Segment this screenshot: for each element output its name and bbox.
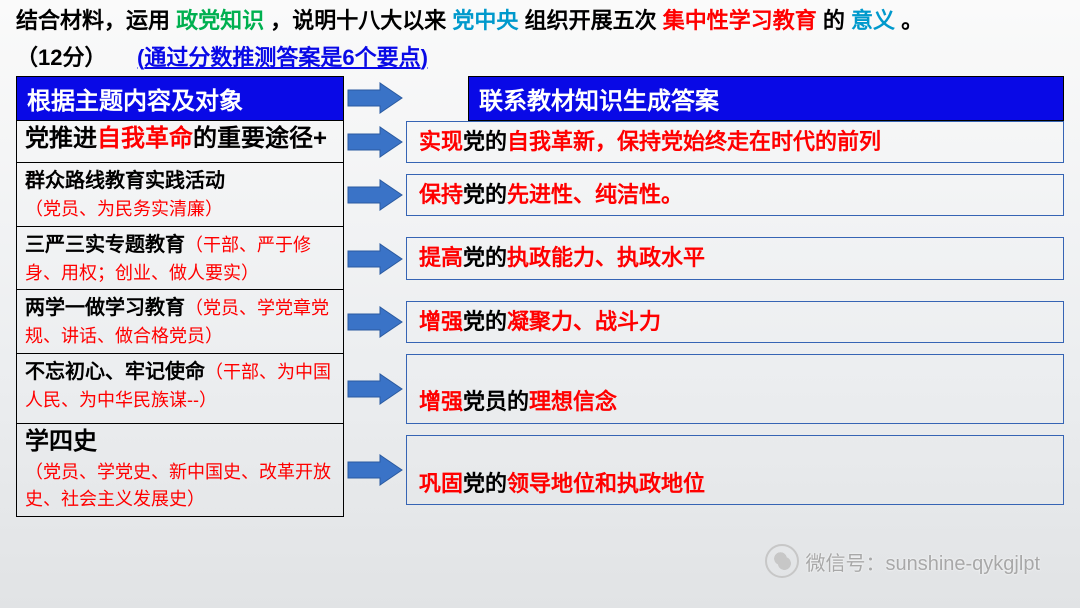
arrow-icon <box>346 453 404 487</box>
mapping-grid: 根据主题内容及对象 联系教材知识生成答案 党推进自我革命的重要途径+ 实现党的自… <box>16 76 1064 517</box>
score-label: （12分） <box>16 45 106 70</box>
map-row: 群众路线教育实践活动（党员、为民务实清廉） 保持党的先进性、纯洁性。 <box>16 163 1064 227</box>
right-col: 增强党的凝聚力、战斗力 <box>406 290 1064 354</box>
kw-meaning: 意义 <box>851 8 895 33</box>
right-box: 提高党的执政能力、执政水平 <box>406 237 1064 280</box>
t: 组织开展五次 <box>525 8 657 33</box>
question-prompt: 结合材料，运用 政党知识 ，说明十八大以来 党中央 组织开展五次 集中性学习教育… <box>16 6 1064 36</box>
right-col: 巩固党的领导地位和执政地位 <box>406 424 1064 517</box>
watermark-label: 微信号：sunshine-qykgjlpt <box>805 547 1040 576</box>
t: 。 <box>901 8 923 33</box>
right-col: 保持党的先进性、纯洁性。 <box>406 163 1064 227</box>
arrow-icon <box>346 305 404 339</box>
t: 的 <box>823 8 845 33</box>
header-right: 联系教材知识生成答案 <box>468 76 1064 121</box>
arrow-icon <box>346 178 404 212</box>
t: 结合材料，运用 <box>16 8 170 33</box>
left-box: 党推进自我革命的重要途径+ <box>16 121 344 164</box>
watermark: 微信号：sunshine-qykgjlpt <box>765 544 1040 578</box>
wechat-icon <box>765 544 799 578</box>
left-box: 三严三实专题教育（干部、严于修身、用权；创业、做人要实） <box>16 227 344 291</box>
arrow-col <box>344 227 406 291</box>
arrow-icon <box>346 372 404 406</box>
slide-root: 结合材料，运用 政党知识 ，说明十八大以来 党中央 组织开展五次 集中性学习教育… <box>0 0 1080 527</box>
arrow-col <box>344 290 406 354</box>
kw-central: 党中央 <box>452 8 518 33</box>
left-box: 两学一做学习教育（党员、学党章党规、讲话、做合格党员） <box>16 290 344 354</box>
header-left: 根据主题内容及对象 <box>16 76 344 121</box>
score-hint: 通过分数推测答案是6个要点 <box>144 45 420 70</box>
arrow-col <box>344 121 406 164</box>
arrow-icon <box>346 242 404 276</box>
arrow-icon <box>346 125 404 159</box>
arrow-col <box>344 424 406 517</box>
map-row: 学四史（党员、学党史、新中国史、改革开放史、社会主义发展史） 巩固党的领导地位和… <box>16 424 1064 517</box>
t: ) <box>421 45 428 70</box>
map-row: 党推进自我革命的重要途径+ 实现党的自我革新，保持党始终走在时代的前列 <box>16 121 1064 164</box>
t: ，说明十八大以来 <box>270 8 446 33</box>
right-box: 巩固党的领导地位和执政地位 <box>406 435 1064 505</box>
right-box: 增强党的凝聚力、战斗力 <box>406 301 1064 344</box>
arrow-col <box>344 354 406 424</box>
right-box: 增强党员的理想信念 <box>406 354 1064 424</box>
right-col: 增强党员的理想信念 <box>406 354 1064 424</box>
right-col: 实现党的自我革新，保持党始终走在时代的前列 <box>406 121 1064 164</box>
kw-study: 集中性学习教育 <box>663 8 817 33</box>
header-arrow <box>344 76 406 121</box>
left-box: 学四史（党员、学党史、新中国史、改革开放史、社会主义发展史） <box>16 424 344 517</box>
right-col: 提高党的执政能力、执政水平 <box>406 227 1064 291</box>
map-row: 不忘初心、牢记使命（干部、为中国人民、为中华民族谋--） 增强党员的理想信念 <box>16 354 1064 424</box>
left-box: 群众路线教育实践活动（党员、为民务实清廉） <box>16 163 344 227</box>
header-row: 根据主题内容及对象 联系教材知识生成答案 <box>16 76 1064 121</box>
kw-party-knowledge: 政党知识 <box>176 8 264 33</box>
map-row: 三严三实专题教育（干部、严于修身、用权；创业、做人要实） 提高党的执政能力、执政… <box>16 227 1064 291</box>
right-box: 保持党的先进性、纯洁性。 <box>406 174 1064 217</box>
arrow-icon <box>346 81 404 115</box>
score-line: （12分） (通过分数推测答案是6个要点) <box>16 40 1064 72</box>
arrow-col <box>344 163 406 227</box>
right-box: 实现党的自我革新，保持党始终走在时代的前列 <box>406 121 1064 164</box>
left-box: 不忘初心、牢记使命（干部、为中国人民、为中华民族谋--） <box>16 354 344 424</box>
map-row: 两学一做学习教育（党员、学党章党规、讲话、做合格党员） 增强党的凝聚力、战斗力 <box>16 290 1064 354</box>
